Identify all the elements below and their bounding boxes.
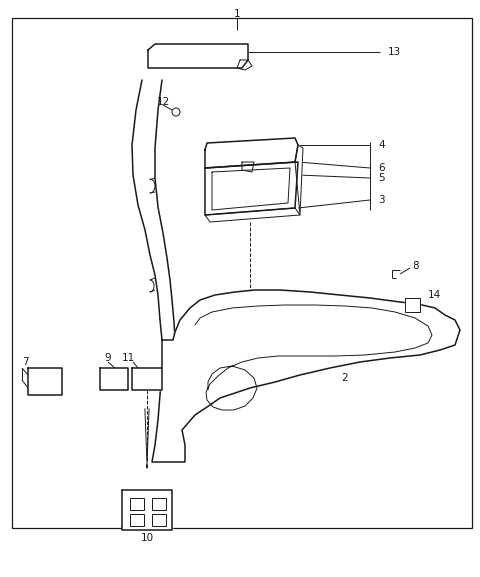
Polygon shape [205,208,300,222]
Polygon shape [148,44,248,68]
Text: 13: 13 [388,47,401,57]
Bar [152,498,166,510]
Text: 5: 5 [378,173,384,183]
Polygon shape [152,290,460,462]
Polygon shape [237,60,252,70]
Text: 11: 11 [121,353,134,363]
Text: 10: 10 [141,533,154,543]
Bar [130,514,144,526]
Polygon shape [205,162,298,215]
Polygon shape [28,368,62,395]
Polygon shape [295,145,303,215]
Polygon shape [100,368,128,390]
Bar [12,18,472,528]
Text: 4: 4 [378,140,384,150]
Text: 8: 8 [412,261,419,271]
Polygon shape [132,368,162,390]
Polygon shape [122,490,172,530]
Text: 1: 1 [234,9,240,19]
Polygon shape [405,298,420,312]
Bar [130,498,144,510]
Polygon shape [205,138,298,168]
Text: 14: 14 [428,290,441,300]
Text: 7: 7 [22,357,29,367]
Text: 6: 6 [378,163,384,173]
Text: 3: 3 [378,195,384,205]
Bar [152,514,166,526]
Text: 9: 9 [105,353,111,363]
Text: 12: 12 [156,97,169,107]
Text: 2: 2 [342,373,348,383]
